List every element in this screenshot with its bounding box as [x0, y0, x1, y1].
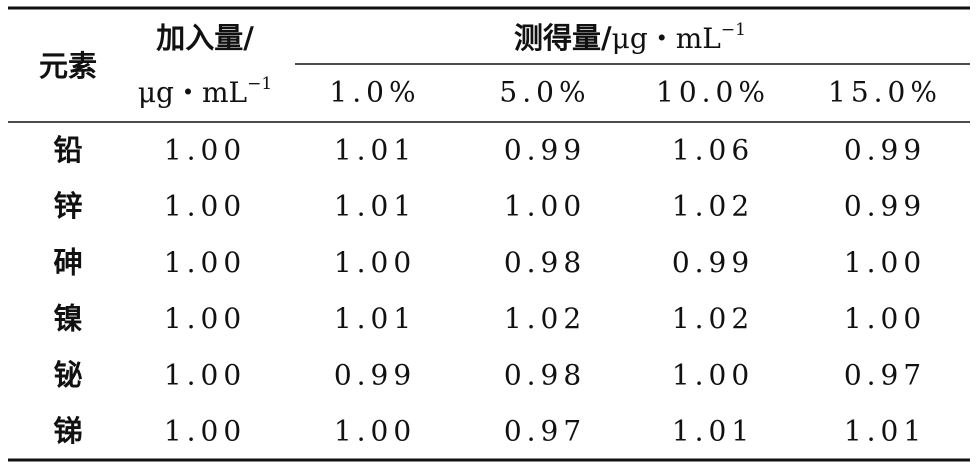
cell-value: 1.01 [334, 190, 416, 223]
cell-value: 1.02 [504, 302, 586, 335]
element-name: 铅 [53, 133, 82, 167]
element-name: 铋 [53, 358, 82, 392]
element-header: 元素 [39, 49, 97, 83]
cell-value: 0.99 [844, 190, 926, 223]
cell-value: 1.00 [844, 246, 926, 279]
cell-value: 1.00 [672, 358, 754, 391]
cell-value: 0.99 [844, 134, 926, 167]
cell-value: 1.01 [334, 302, 416, 335]
cell-value: 1.02 [672, 302, 754, 335]
unit-sup: −1 [721, 20, 746, 40]
cell-value: 0.99 [672, 246, 754, 279]
element-name: 镍 [53, 302, 82, 336]
element-name: 砷 [53, 245, 82, 279]
cell-value: 1.00 [334, 246, 416, 279]
cell-value: 1.00 [164, 246, 246, 279]
cell-value: 1.01 [844, 415, 926, 448]
added-header: 加入量/ [156, 21, 254, 55]
cell-value: 1.06 [672, 134, 754, 167]
added-unit: μg・mL−1 [138, 74, 272, 109]
element-name: 锑 [53, 414, 82, 448]
cell-value: 0.98 [504, 246, 586, 279]
unit-sup: −1 [247, 74, 272, 94]
cell-value: 1.00 [164, 302, 246, 335]
cell-value: 0.97 [844, 358, 926, 391]
cell-value: 1.01 [672, 415, 754, 448]
cell-value: 1.00 [164, 358, 246, 391]
cell-value: 0.98 [504, 358, 586, 391]
column-header: 5.0% [499, 76, 590, 109]
cell-value: 1.00 [504, 190, 586, 223]
measured-header: 测得量/μg・mL−1 [514, 20, 746, 56]
cell-value: 1.00 [334, 415, 416, 448]
cell-value: 1.00 [844, 302, 926, 335]
unit: μg・mL [138, 76, 247, 109]
column-header: 10.0% [656, 76, 770, 109]
column-header: 15.0% [828, 76, 942, 109]
cell-value: 0.99 [334, 358, 416, 391]
cell-value: 0.97 [504, 415, 586, 448]
cell-value: 1.02 [672, 190, 754, 223]
cell-value: 1.00 [164, 134, 246, 167]
element-name: 锌 [53, 189, 82, 223]
unit: μg・mL [612, 22, 721, 55]
cell-value: 0.99 [504, 134, 586, 167]
cell-value: 1.00 [164, 190, 246, 223]
column-header: 1.0% [329, 76, 420, 109]
cell-value: 1.00 [164, 415, 246, 448]
label: 测得量/ [514, 21, 612, 55]
cell-value: 1.01 [334, 134, 416, 167]
